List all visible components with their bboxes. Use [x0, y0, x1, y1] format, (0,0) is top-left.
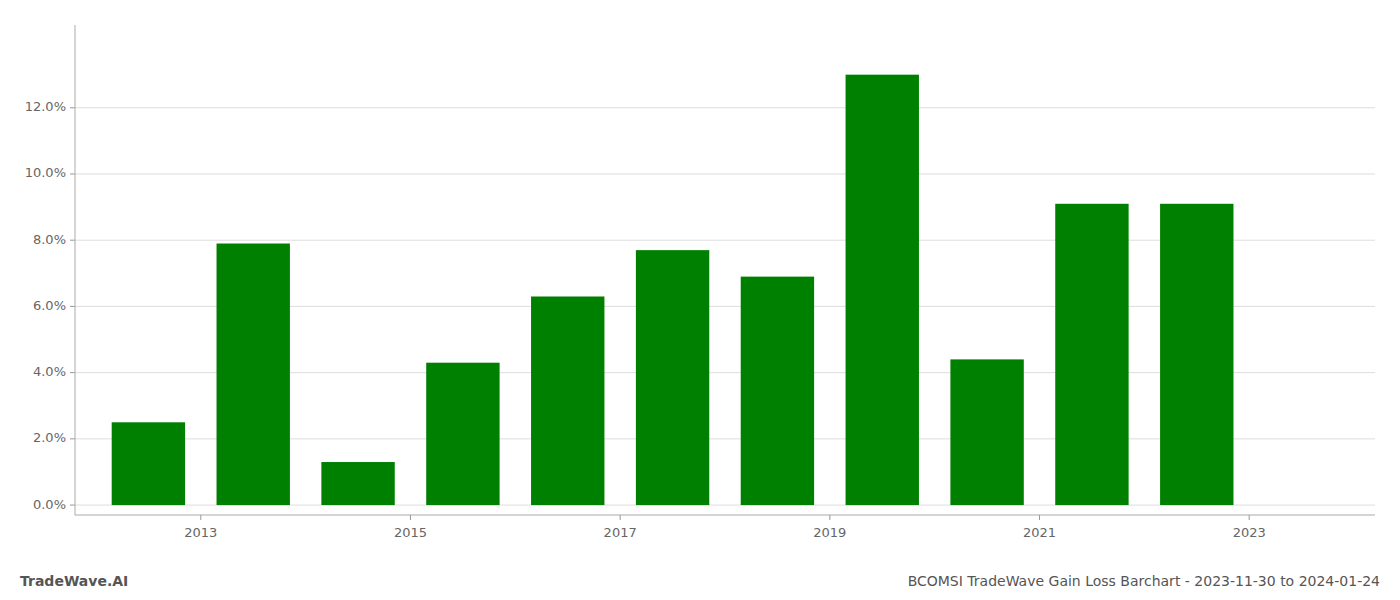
- y-grid: [75, 108, 1375, 505]
- bar: [846, 75, 919, 505]
- y-tick: [70, 107, 75, 108]
- x-tick-label: 2019: [813, 525, 846, 540]
- y-tick-labels: 0.0% 2.0% 4.0% 6.0% 8.0% 10.0% 12.0%: [25, 99, 75, 511]
- x-tick-label: 2023: [1233, 525, 1266, 540]
- x-tick-labels: 2013 2015 2017 2019 2021 2023: [184, 515, 1265, 540]
- y-tick-label: 2.0%: [33, 430, 66, 445]
- y-tick: [70, 240, 75, 241]
- x-tick-label: 2017: [604, 525, 637, 540]
- bar: [531, 296, 604, 505]
- footer-text: TradeWave.AI: [20, 573, 128, 589]
- bar: [1055, 204, 1128, 505]
- y-tick-label: 8.0%: [33, 232, 66, 247]
- x-tick: [829, 515, 830, 520]
- y-tick-label: 10.0%: [25, 165, 66, 180]
- footer-text: BCOMSI TradeWave Gain Loss Barchart - 20…: [908, 573, 1380, 589]
- x-tick-label: 2021: [1023, 525, 1056, 540]
- x-tick: [1249, 515, 1250, 520]
- y-tick-label: 6.0%: [33, 298, 66, 313]
- x-tick-label: 2013: [184, 525, 217, 540]
- bar: [950, 359, 1023, 505]
- page: {"chart_data": {"type": "bar", "x": [201…: [0, 0, 1400, 600]
- y-tick-label: 4.0%: [33, 364, 66, 379]
- x-axis-line: [75, 515, 1375, 516]
- x-tick-label: 2015: [394, 525, 427, 540]
- chart-svg: 0.0%2.0%4.0%6.0%8.0%10.0%12.0%2013201520…: [0, 0, 1400, 600]
- bar: [741, 277, 814, 505]
- y-tick: [70, 505, 75, 506]
- chart-container: 0.0%2.0%4.0%6.0%8.0%10.0%12.0%2013201520…: [0, 0, 1400, 600]
- bar: [1160, 204, 1233, 505]
- grid-line: [75, 173, 1375, 174]
- grid-line: [75, 107, 1375, 108]
- x-tick: [200, 515, 201, 520]
- y-tick-label: 12.0%: [25, 99, 66, 114]
- bar: [217, 244, 290, 506]
- x-tick: [410, 515, 411, 520]
- y-tick-label: 0.0%: [33, 497, 66, 512]
- x-tick: [1039, 515, 1040, 520]
- bar: [112, 422, 185, 505]
- bar: [426, 363, 499, 505]
- bar: [636, 250, 709, 505]
- y-tick: [70, 306, 75, 307]
- y-axis-line: [75, 25, 76, 515]
- bar: [321, 462, 394, 505]
- x-tick: [620, 515, 621, 520]
- footer: TradeWave.AI BCOMSI TradeWave Gain Loss B…: [20, 573, 1380, 589]
- y-tick: [70, 372, 75, 373]
- background: [0, 0, 1400, 600]
- y-tick: [70, 438, 75, 439]
- bars: [112, 75, 1234, 505]
- y-tick: [70, 173, 75, 174]
